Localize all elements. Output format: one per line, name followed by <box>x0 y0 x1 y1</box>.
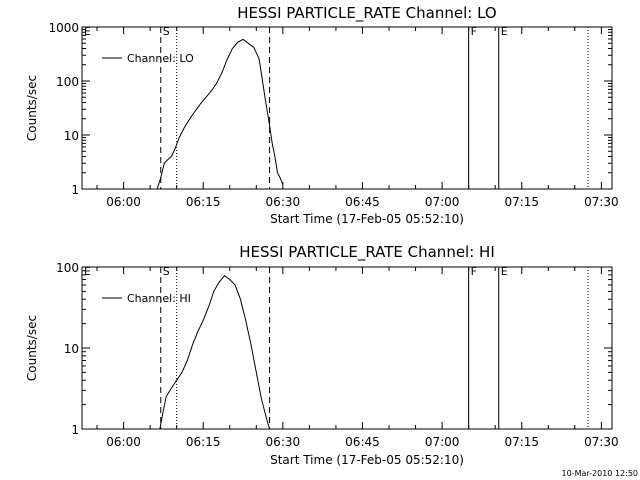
x-tick-label: 06:30 <box>266 435 301 449</box>
legend-entry: Channel: HI <box>127 292 191 305</box>
y-tick-label: 100 <box>56 261 79 275</box>
y-tick-label: 10 <box>64 342 79 356</box>
chart-channel-lo: HESSI PARTICLE_RATE Channel: LO 06:00 06:1… <box>25 4 619 226</box>
marker-label: S <box>163 25 170 38</box>
y-tick-label: 1000 <box>48 21 79 35</box>
marker-label: F <box>471 265 477 278</box>
y-tick-label: 1 <box>71 423 79 437</box>
marker-label: S <box>163 265 170 278</box>
chart-channel-hi: HESSI PARTICLE_RATE Channel: HI 06:00 06:1… <box>25 243 619 467</box>
x-tick-label: 06:45 <box>345 195 380 209</box>
y-tick-label: 100 <box>56 75 79 89</box>
x-tick-label: 07:15 <box>504 195 539 209</box>
y-tick-label: 10 <box>64 129 79 143</box>
x-tick-label: 07:15 <box>504 435 539 449</box>
x-tick-label: 06:30 <box>266 195 301 209</box>
y-axis-label: Counts/sec <box>25 75 39 141</box>
marker-label: E <box>501 265 508 278</box>
x-tick-label: 06:00 <box>106 195 141 209</box>
x-tick-label: 07:30 <box>584 435 619 449</box>
x-axis-label: Start Time (17-Feb-05 05:52:10) <box>270 212 464 226</box>
chart-title: HESSI PARTICLE_RATE Channel: HI <box>239 243 495 262</box>
legend-entry: Channel: LO <box>127 52 194 65</box>
series-line <box>159 275 271 430</box>
y-axis-label: Counts/sec <box>25 315 39 381</box>
marker-label: E <box>501 25 508 38</box>
x-tick-label: 07:30 <box>584 195 619 209</box>
chart-title: HESSI PARTICLE_RATE Channel: LO <box>237 4 496 23</box>
x-tick-label: 06:00 <box>106 435 141 449</box>
footer-timestamp: 10-Mar-2010 12:50 <box>562 469 639 478</box>
marker-label: F <box>471 25 477 38</box>
plot-frame <box>81 26 613 190</box>
series-line <box>156 38 284 190</box>
y-tick-label: 1 <box>71 183 79 197</box>
x-tick-label: 06:15 <box>186 195 221 209</box>
x-tick-label: 07:00 <box>425 435 460 449</box>
marker-label: E <box>84 265 91 278</box>
x-tick-label: 07:00 <box>425 195 460 209</box>
x-axis-label: Start Time (17-Feb-05 05:52:10) <box>270 453 464 467</box>
x-tick-label: 06:15 <box>186 435 221 449</box>
x-tick-label: 06:45 <box>345 435 380 449</box>
marker-label: E <box>84 25 91 38</box>
